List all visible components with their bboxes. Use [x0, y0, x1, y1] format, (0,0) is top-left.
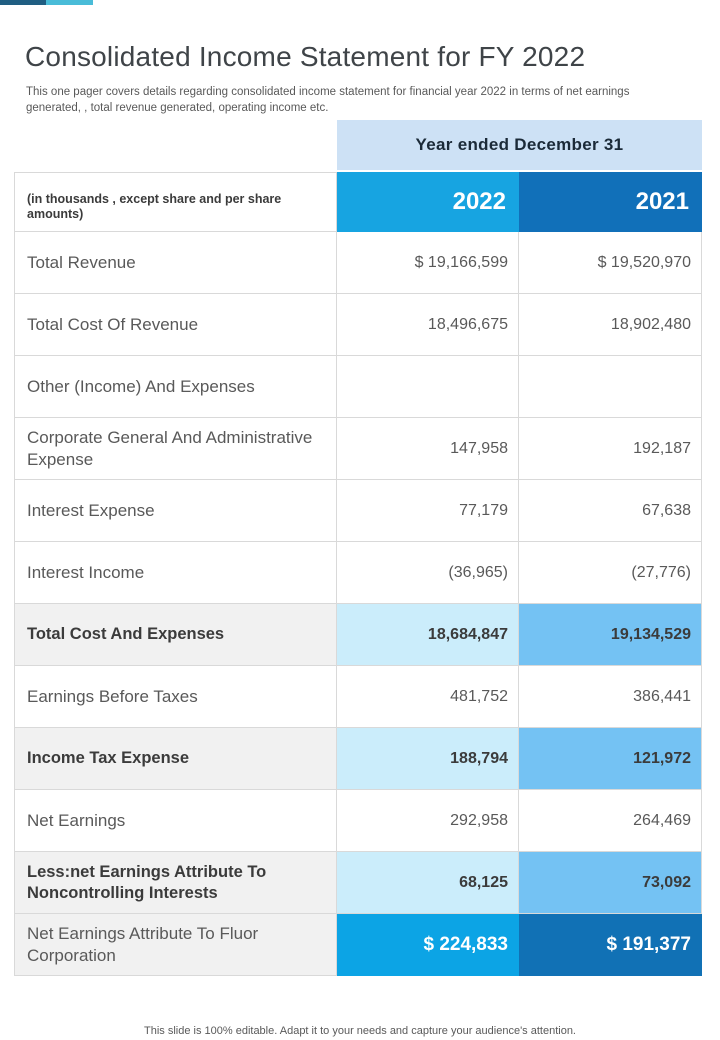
row-label: Other (Income) And Expenses [14, 356, 337, 418]
table-row: Interest Income (36,965) (27,776) [14, 542, 702, 604]
cell-2021: (27,776) [519, 542, 702, 604]
table-row: Net Earnings Attribute To Fluor Corporat… [14, 914, 702, 976]
page-subtitle: This one pager covers details regarding … [26, 85, 630, 114]
table-span-header-row: Year ended December 31 [14, 120, 702, 170]
col-header-2021: 2021 [519, 172, 702, 232]
cell-2022: $ 19,166,599 [337, 232, 519, 294]
cell-2022: 68,125 [337, 852, 519, 914]
cell-2021: 19,134,529 [519, 604, 702, 666]
top-accent-bar-dark [0, 0, 46, 5]
cell-2022: 18,684,847 [337, 604, 519, 666]
table-row: Earnings Before Taxes 481,752 386,441 [14, 666, 702, 728]
income-statement-table: Year ended December 31 (in thousands , e… [14, 120, 702, 976]
row-label: Total Cost Of Revenue [14, 294, 337, 356]
row-label: Interest Income [14, 542, 337, 604]
cell-2021: 386,441 [519, 666, 702, 728]
cell-2021 [519, 356, 702, 418]
row-label: Total Revenue [14, 232, 337, 294]
table-unit-note: (in thousands , except share and per sha… [14, 172, 337, 232]
cell-2021: 192,187 [519, 418, 702, 480]
row-label: Income Tax Expense [14, 728, 337, 790]
top-accent-bar-light [46, 0, 93, 5]
cell-2022: 77,179 [337, 480, 519, 542]
cell-2022: 18,496,675 [337, 294, 519, 356]
cell-2021: 67,638 [519, 480, 702, 542]
table-row: Interest Expense 77,179 67,638 [14, 480, 702, 542]
table-row: Total Cost And Expenses 18,684,847 19,13… [14, 604, 702, 666]
cell-2022: 188,794 [337, 728, 519, 790]
table-row: Income Tax Expense 188,794 121,972 [14, 728, 702, 790]
cell-2022: (36,965) [337, 542, 519, 604]
table-row: Less:net Earnings Attribute To Noncontro… [14, 852, 702, 914]
row-label: Earnings Before Taxes [14, 666, 337, 728]
cell-2021: 121,972 [519, 728, 702, 790]
table-row: Other (Income) And Expenses [14, 356, 702, 418]
cell-2021: 264,469 [519, 790, 702, 852]
cell-2021: 18,902,480 [519, 294, 702, 356]
span-header-year-ended: Year ended December 31 [337, 120, 702, 170]
span-header-spacer [14, 120, 337, 170]
table-row: Corporate General And Administrative Exp… [14, 418, 702, 480]
page-title: Consolidated Income Statement for FY 202… [25, 40, 586, 72]
cell-2021: 73,092 [519, 852, 702, 914]
cell-2022 [337, 356, 519, 418]
row-label: Less:net Earnings Attribute To Noncontro… [14, 852, 337, 914]
table-column-header-row: (in thousands , except share and per sha… [14, 172, 702, 232]
table-row: Net Earnings 292,958 264,469 [14, 790, 702, 852]
col-header-2022: 2022 [337, 172, 519, 232]
row-label: Net Earnings Attribute To Fluor Corporat… [14, 914, 337, 976]
cell-2022: 147,958 [337, 418, 519, 480]
cell-2021: $ 19,520,970 [519, 232, 702, 294]
row-label: Interest Expense [14, 480, 337, 542]
table-row: Total Cost Of Revenue 18,496,675 18,902,… [14, 294, 702, 356]
table-body: Total Revenue $ 19,166,599 $ 19,520,970 … [14, 232, 702, 976]
footer-note: This slide is 100% editable. Adapt it to… [144, 1025, 576, 1037]
cell-2022: 292,958 [337, 790, 519, 852]
cell-2022: 481,752 [337, 666, 519, 728]
cell-2021: $ 191,377 [519, 914, 702, 976]
row-label: Total Cost And Expenses [14, 604, 337, 666]
table-row: Total Revenue $ 19,166,599 $ 19,520,970 [14, 232, 702, 294]
row-label: Net Earnings [14, 790, 337, 852]
row-label: Corporate General And Administrative Exp… [14, 418, 337, 480]
cell-2022: $ 224,833 [337, 914, 519, 976]
